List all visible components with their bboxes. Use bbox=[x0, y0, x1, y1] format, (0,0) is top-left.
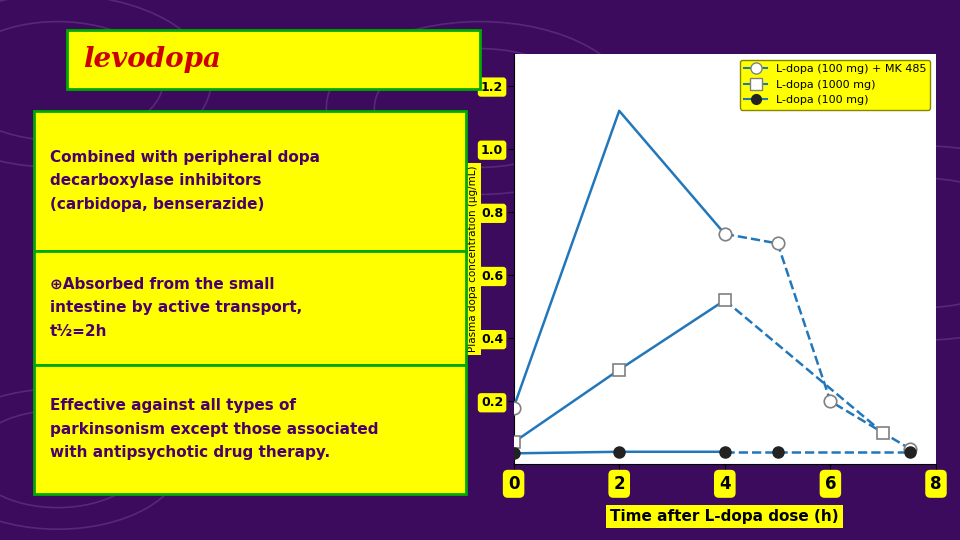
Text: levodopa: levodopa bbox=[84, 46, 222, 73]
Text: ⊕Absorbed from the small
intestine by active transport,
t½=2h: ⊕Absorbed from the small intestine by ac… bbox=[50, 277, 302, 339]
Text: Time after L-dopa dose (h): Time after L-dopa dose (h) bbox=[611, 509, 839, 524]
Text: Effective against all types of
parkinsonism except those associated
with antipsy: Effective against all types of parkinson… bbox=[50, 399, 378, 460]
Legend: L-dopa (100 mg) + MK 485, L-dopa (1000 mg), L-dopa (100 mg): L-dopa (100 mg) + MK 485, L-dopa (1000 m… bbox=[740, 59, 930, 110]
Text: Combined with peripheral dopa
decarboxylase inhibitors
(carbidopa, benserazide): Combined with peripheral dopa decarboxyl… bbox=[50, 150, 320, 212]
Y-axis label: Plasma dopa concentration (μg/mL): Plasma dopa concentration (μg/mL) bbox=[468, 166, 478, 353]
